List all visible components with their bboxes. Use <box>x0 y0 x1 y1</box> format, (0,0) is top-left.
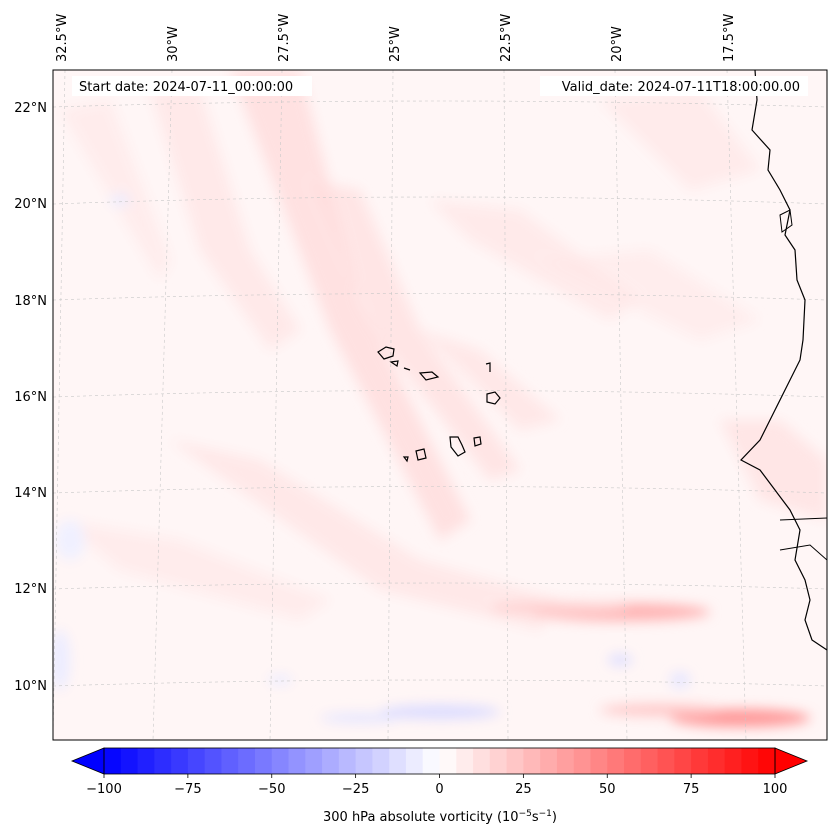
colorbar-segment <box>456 748 474 774</box>
colorbar-segment <box>405 748 424 774</box>
lon-label-32-5w: 32.5°W <box>55 14 70 62</box>
colorbar-segment <box>104 748 122 774</box>
lon-label-20w: 20°W <box>610 26 625 62</box>
colorbar-segment <box>355 748 373 774</box>
valid-date-label: Valid_date: 2024-07-11T18:00:00.00 <box>562 80 800 95</box>
lon-label-27-5w: 27.5°W <box>277 14 292 62</box>
colorbar-ticks: −100 −75 −50 −25 0 25 50 75 100 <box>86 774 787 797</box>
colorbar-tick-label: 50 <box>599 782 616 797</box>
colorbar-segment <box>473 748 491 774</box>
colorbar-segment <box>389 748 407 774</box>
cape-verde-islands <box>377 346 501 463</box>
colorbar-segment <box>540 748 558 774</box>
colorbar-segment <box>322 748 340 774</box>
lat-label-12n: 12°N <box>14 582 47 597</box>
colorbar-segment <box>741 748 759 774</box>
colorbar-segment <box>707 748 726 774</box>
colorbar-segment <box>607 748 625 774</box>
graticule <box>53 70 827 740</box>
lon-label-25w: 25°W <box>388 26 403 62</box>
colorbar-segment <box>338 748 357 774</box>
lon-label-22-5w: 22.5°W <box>499 14 514 62</box>
colorbar-segment <box>624 748 642 774</box>
colorbar-segment <box>674 748 692 774</box>
colorbar-segment <box>657 748 675 774</box>
colorbar-segment <box>439 748 457 774</box>
lat-label-16n: 16°N <box>14 390 47 405</box>
lon-label-17-5w: 17.5°W <box>722 14 737 62</box>
colorbar-segment <box>691 748 709 774</box>
colorbar-segment <box>221 748 239 774</box>
colorbar-extend-max <box>774 747 809 775</box>
colorbar-segment <box>305 748 323 774</box>
colorbar-tick-label: 75 <box>683 782 700 797</box>
colorbar-segment <box>238 748 256 774</box>
colorbar-segment <box>506 748 524 774</box>
colorbar-segment <box>187 748 206 774</box>
colorbar-tick-label: −100 <box>86 782 122 797</box>
colorbar-segment <box>422 748 440 774</box>
colorbar-segment <box>640 748 659 774</box>
colorbar-segment <box>724 748 742 774</box>
colorbar-segment <box>489 748 508 774</box>
colorbar-segment <box>758 748 776 774</box>
start-date-box <box>72 76 312 96</box>
colorbar-segment <box>590 748 608 774</box>
map-frame <box>52 69 828 741</box>
colorbar-tick-label: 100 <box>763 782 788 797</box>
valid-date-box <box>540 76 808 96</box>
start-date-label: Start date: 2024-07-11_00:00:00 <box>79 80 293 95</box>
colorbar-tick-label: −50 <box>258 782 285 797</box>
latitude-labels: 22°N 20°N 18°N 16°N 14°N 12°N 10°N <box>14 101 47 694</box>
map-area: Start date: 2024-07-11_00:00:00 Valid_da… <box>52 69 828 741</box>
longitude-labels: 32.5°W 30°W 27.5°W 25°W 22.5°W 20°W 17.5… <box>55 14 737 62</box>
colorbar-segment <box>254 748 273 774</box>
colorbar-segments <box>104 748 776 774</box>
colorbar: −100 −75 −50 −25 0 25 50 75 100 300 hPa absolute… <box>70 747 809 825</box>
vorticity-field <box>53 70 827 740</box>
colorbar-segment <box>204 748 222 774</box>
colorbar-segment <box>372 748 390 774</box>
colorbar-segment <box>556 748 575 774</box>
colorbar-segment <box>154 748 172 774</box>
colorbar-tick-label: −25 <box>342 782 369 797</box>
lat-label-14n: 14°N <box>14 486 47 501</box>
colorbar-segment <box>120 748 139 774</box>
colorbar-extend-min <box>70 747 105 775</box>
colorbar-segment <box>573 748 591 774</box>
colorbar-segment <box>288 748 306 774</box>
lat-label-20n: 20°N <box>14 197 47 212</box>
lon-label-30w: 30°W <box>166 26 181 62</box>
africa-coastline <box>740 70 827 651</box>
colorbar-segment <box>271 748 290 774</box>
colorbar-label: 300 hPa absolute vorticity (10−5s−1) <box>323 809 557 825</box>
lat-label-10n: 10°N <box>14 679 47 694</box>
lat-label-18n: 18°N <box>14 294 47 309</box>
lat-label-22n: 22°N <box>14 101 47 116</box>
colorbar-tick-label: 25 <box>515 782 532 797</box>
colorbar-segment <box>171 748 189 774</box>
colorbar-tick-label: −75 <box>174 782 201 797</box>
colorbar-segment <box>137 748 155 774</box>
colorbar-tick-label: 0 <box>435 782 443 797</box>
colorbar-segment <box>523 748 541 774</box>
